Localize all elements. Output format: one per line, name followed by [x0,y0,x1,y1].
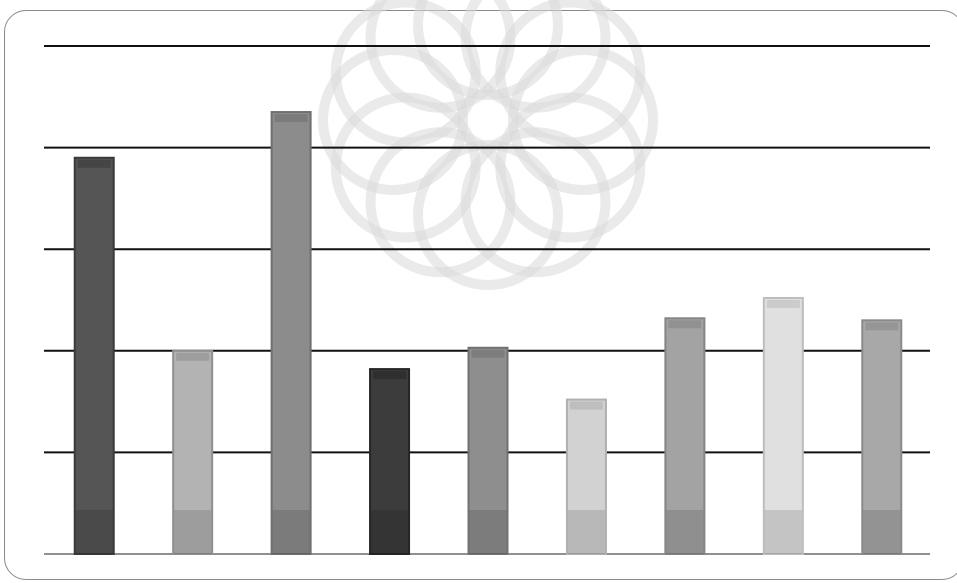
watermark-petal [495,0,646,148]
bar-5 [467,346,509,556]
bar-6-body [565,398,607,555]
bar-3-cap [274,114,308,123]
bar-6-base-shade [567,510,605,554]
watermark-logo [318,0,658,290]
bar-8 [762,296,804,555]
bar-2-cap [176,352,210,361]
bar-9 [861,319,903,555]
bar-4-base-shade [371,510,409,554]
bar-6-cap [569,401,603,410]
watermark-petal [330,0,481,148]
bar-7-body [664,317,706,555]
bar-4-body [369,368,411,556]
bar-8-cap [766,299,800,308]
bar-5-base-shade [469,510,507,554]
bar-3 [270,111,312,555]
bar-2-body [172,349,214,555]
bar-9-body [861,319,903,555]
bar-1-cap [77,159,111,168]
bar-2 [172,349,214,555]
bar-3-base-shade [272,510,310,554]
watermark-petal [460,0,611,113]
bar-7-base-shade [666,510,704,554]
bar-1-body [73,156,115,555]
bar-7-cap [668,320,702,329]
bar-8-body [762,296,804,555]
bar-8-base-shade [764,510,802,554]
bar-9-cap [865,322,899,331]
bars [73,111,903,556]
bar-2-base-shade [174,510,212,554]
bar-4-cap [373,371,407,380]
bar-1 [73,156,115,555]
watermark-petal [365,127,516,278]
bar-6 [565,398,607,555]
bar-1-base-shade [75,510,113,554]
bar-5-body [467,346,509,556]
bar-7 [664,317,706,555]
bar-9-base-shade [863,510,901,554]
bar-5-cap [471,349,505,358]
bar-4 [369,368,411,556]
bar-3-body [270,111,312,555]
